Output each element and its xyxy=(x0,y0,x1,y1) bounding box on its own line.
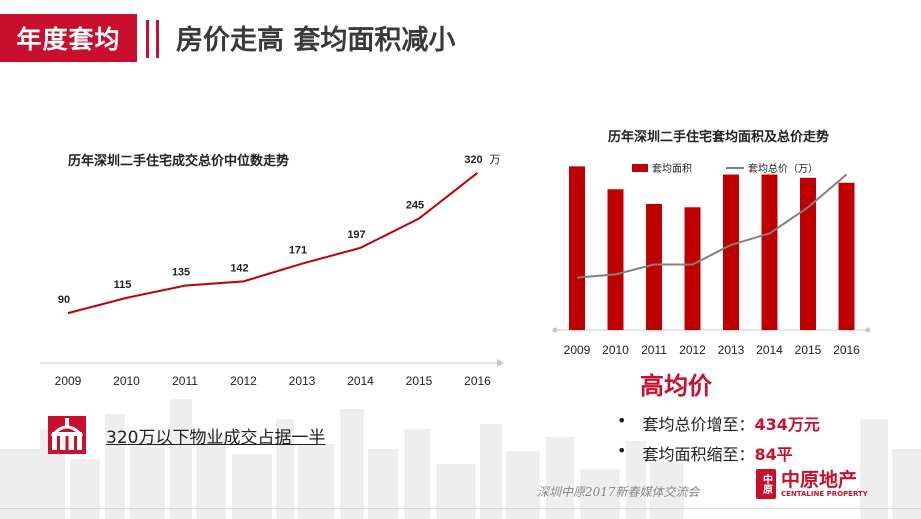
data-label: 115 xyxy=(114,279,132,291)
x-tick-label: 2011 xyxy=(172,374,198,388)
area-bar xyxy=(723,174,739,330)
x-axis-end-dot xyxy=(865,327,871,333)
summary-label: 套均面积缩至： xyxy=(642,445,755,464)
area-bar xyxy=(569,166,585,330)
x-tick-label: 2013 xyxy=(289,374,316,388)
x-tick-label: 2013 xyxy=(718,343,745,357)
bullet-dot: • xyxy=(617,411,627,430)
data-label: 90 xyxy=(58,294,70,306)
area-bar xyxy=(761,174,778,330)
area-bar xyxy=(684,207,701,330)
footer-event-text: 深圳中原2017新春媒体交流会 xyxy=(537,485,700,499)
x-tick-label: 2014 xyxy=(347,374,374,388)
area-bar xyxy=(838,182,855,330)
bullet-dot: • xyxy=(617,441,627,460)
x-tick-label: 2014 xyxy=(756,343,783,357)
data-label: 320 xyxy=(464,154,482,166)
total-price-line xyxy=(576,173,848,279)
summary-label: 套均总价增至： xyxy=(642,415,755,434)
data-label: 171 xyxy=(289,245,307,257)
building-icon xyxy=(48,416,86,454)
summary-value: 84平 xyxy=(754,445,793,464)
x-tick-label: 2016 xyxy=(464,374,491,388)
data-label-unit: 万 xyxy=(490,153,501,166)
x-tick-label: 2010 xyxy=(602,343,629,357)
x-tick-label: 2015 xyxy=(795,343,822,357)
x-tick-label: 2009 xyxy=(564,343,591,357)
area-bar xyxy=(607,189,624,330)
summary-value: 434万元 xyxy=(754,415,820,434)
x-tick-label: 2016 xyxy=(833,343,860,357)
logo-english: CENTALINE PROPERTY xyxy=(781,489,868,498)
x-axis-start-dot xyxy=(552,327,558,333)
x-tick-label: 2010 xyxy=(113,374,140,388)
x-tick-label: 2015 xyxy=(406,374,433,388)
area-bar xyxy=(646,204,662,330)
data-label: 142 xyxy=(230,262,248,274)
x-tick-label: 2011 xyxy=(641,343,667,357)
area-bar xyxy=(800,177,816,330)
logo-mark: 中原 xyxy=(756,469,776,499)
logo-chinese: 中原地产 xyxy=(781,468,858,491)
data-label: 245 xyxy=(406,200,424,212)
summary-title: 高均价 xyxy=(640,372,712,400)
price-series-line xyxy=(67,172,479,315)
bottom-rule xyxy=(0,508,921,509)
section-tag: 年度套均 xyxy=(0,14,137,62)
title-divider xyxy=(146,20,159,58)
right-chart-title: 历年深圳二手住宅套均面积及总价走势 xyxy=(608,130,830,145)
legend-label-bar: 套均面积 xyxy=(652,162,692,175)
centaline-logo: 中原 中原地产 CENTALINE PROPERTY xyxy=(756,469,868,499)
left-chart-title: 历年深圳二手住宅成交总价中位数走势 xyxy=(68,154,290,169)
x-tick-label: 2009 xyxy=(55,374,82,388)
summary-item-area: • 套均面积缩至：84平 xyxy=(617,441,793,465)
x-tick-label: 2012 xyxy=(679,343,706,357)
page-title: 房价走高 套均面积减小 xyxy=(176,25,456,56)
note-text: 320万以下物业成交占据一半 xyxy=(106,427,326,448)
data-label: 135 xyxy=(172,267,190,279)
summary-item-price: • 套均总价增至：434万元 xyxy=(617,411,820,435)
x-axis-arrow xyxy=(497,359,504,367)
note-row: 320万以下物业成交占据一半 xyxy=(46,414,325,456)
legend-label-line: 套均总价（万） xyxy=(748,162,818,175)
data-label: 197 xyxy=(347,229,365,241)
x-tick-label: 2012 xyxy=(230,374,257,388)
legend-swatch-bar xyxy=(632,164,648,172)
